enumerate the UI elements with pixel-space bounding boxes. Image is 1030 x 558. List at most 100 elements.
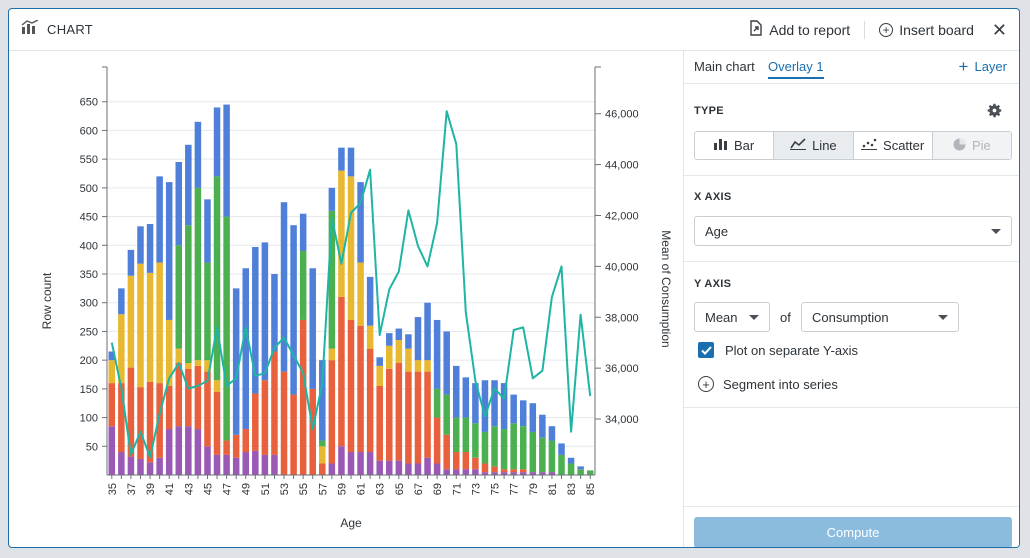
bar-segment[interactable] [357,325,364,453]
bar-segment[interactable] [433,319,441,389]
bar-segment[interactable] [539,437,546,473]
bar-segment[interactable] [108,426,116,475]
bar-segment[interactable] [414,371,422,464]
bar-segment[interactable] [127,456,135,475]
bar-segment[interactable] [185,144,192,226]
bar-segment[interactable] [443,331,450,395]
bar-segment[interactable] [548,426,556,441]
bar-segment[interactable] [366,276,374,326]
bar-segment[interactable] [529,431,537,473]
bar-segment[interactable] [558,443,565,455]
bar-segment[interactable] [481,431,489,464]
bar-segment[interactable] [165,319,173,386]
bar-segment[interactable] [194,429,202,475]
bar-segment[interactable] [519,426,527,470]
bar-segment[interactable] [366,325,374,349]
bar-segment[interactable] [204,262,211,361]
bar-segment[interactable] [299,319,307,475]
bar-segment[interactable] [290,394,297,475]
bar-segment[interactable] [232,457,240,475]
bar-segment[interactable] [252,247,259,394]
bar-segment[interactable] [146,272,154,382]
bar-segment[interactable] [328,210,336,349]
bar-segment[interactable] [127,367,135,457]
bar-segment[interactable] [223,104,230,217]
bar-segment[interactable] [252,450,259,475]
bar-segment[interactable] [309,268,316,389]
bar-segment[interactable] [424,360,431,372]
y-field-select[interactable]: Consumption [801,302,959,332]
bar-segment[interactable] [146,224,154,273]
bar-segment[interactable] [137,263,144,388]
bar-segment[interactable] [376,460,383,475]
bar-segment[interactable] [127,275,135,368]
bar-segment[interactable] [319,463,326,475]
bar-segment[interactable] [481,472,489,475]
bar-segment[interactable] [319,440,326,447]
bar-segment[interactable] [424,302,431,361]
bar-segment[interactable] [395,340,403,364]
bar-segment[interactable] [108,383,116,427]
bar-segment[interactable] [453,469,460,475]
bar-segment[interactable] [481,463,489,473]
bar-segment[interactable] [577,466,584,470]
bar-segment[interactable] [443,394,450,435]
bar-segment[interactable] [586,470,594,475]
bar-segment[interactable] [443,469,450,475]
bar-segment[interactable] [194,121,202,188]
bar-segment[interactable] [376,365,383,386]
gear-icon[interactable] [986,102,1003,124]
bar-segment[interactable] [137,387,144,459]
tab-main-chart[interactable]: Main chart [694,59,755,74]
bar-segment[interactable] [175,363,183,427]
bar-segment[interactable] [232,434,240,458]
bar-segment[interactable] [213,391,221,455]
bar-segment[interactable] [165,182,173,320]
bar-segment[interactable] [146,381,154,463]
separate-axis-checkbox[interactable] [698,342,714,358]
bar-segment[interactable] [223,454,230,475]
bar-segment[interactable] [472,423,479,458]
bar-segment[interactable] [242,268,249,430]
bar-segment[interactable] [261,242,269,381]
bar-segment[interactable] [424,457,431,475]
bar-segment[interactable] [156,176,163,263]
bar-segment[interactable] [175,162,183,246]
bar-segment[interactable] [510,394,517,424]
bar-segment[interactable] [242,452,249,475]
bar-segment[interactable] [357,182,364,263]
bar-segment[interactable] [290,225,297,395]
bar-segment[interactable] [443,434,450,470]
bar-segment[interactable] [213,176,221,381]
bar-segment[interactable] [376,385,383,461]
bar-segment[interactable] [185,363,192,369]
type-pie-button[interactable]: Pie [932,132,1011,159]
bar-segment[interactable] [213,107,221,177]
bar-segment[interactable] [405,348,412,372]
bar-segment[interactable] [127,249,135,276]
bar-segment[interactable] [491,472,498,475]
bar-segment[interactable] [175,245,183,349]
bar-segment[interactable] [472,383,479,424]
bar-segment[interactable] [156,262,163,384]
bar-segment[interactable] [242,429,249,453]
bar-segment[interactable] [558,454,565,475]
bar-segment[interactable] [118,314,125,384]
bar-segment[interactable] [223,216,230,441]
bar-segment[interactable] [213,380,221,392]
bar-segment[interactable] [271,351,278,455]
bar-segment[interactable] [481,380,489,432]
bar-segment[interactable] [347,319,355,453]
compute-button[interactable]: Compute [694,517,1012,547]
bar-segment[interactable] [328,187,336,211]
bar-segment[interactable] [338,446,345,475]
bar-segment[interactable] [194,365,202,430]
bar-segment[interactable] [204,446,211,475]
bar-segment[interactable] [529,472,537,475]
bar-segment[interactable] [118,288,125,315]
bar-segment[interactable] [175,348,183,364]
bar-segment[interactable] [386,460,393,475]
bar-segment[interactable] [165,385,173,430]
bar-segment[interactable] [519,472,527,475]
bar-segment[interactable] [462,417,470,453]
